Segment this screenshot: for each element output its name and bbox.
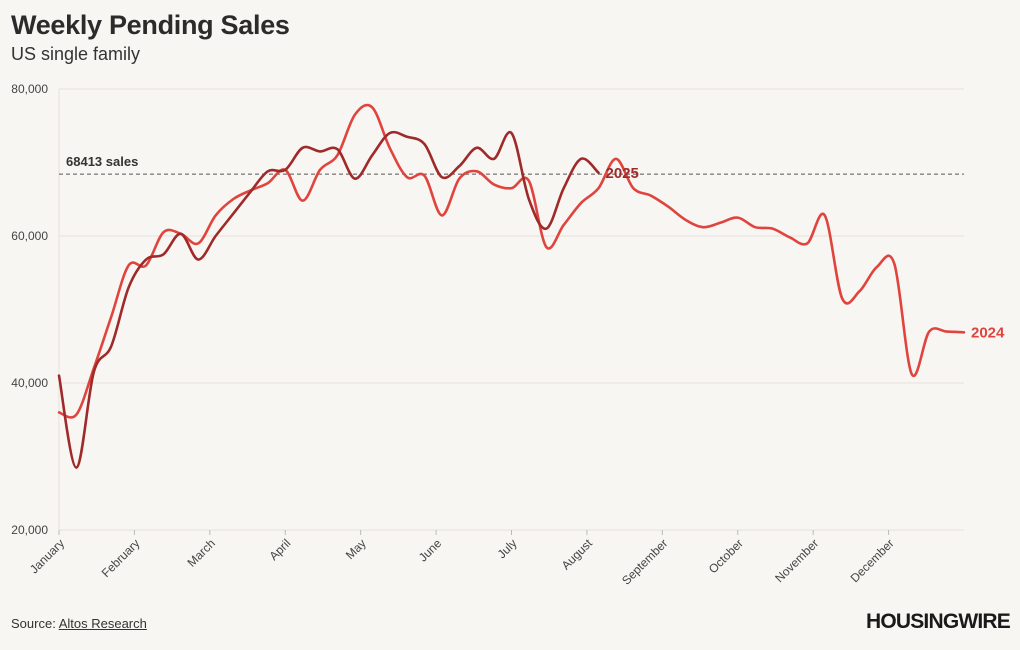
series-line-2024 (57, 103, 966, 419)
reference-line-label: 68413 sales (66, 154, 138, 169)
x-tick-label: February (99, 536, 143, 580)
x-tick-label: October (706, 536, 746, 576)
source-link[interactable]: Altos Research (58, 616, 147, 631)
gridlines (58, 88, 964, 531)
chart-title: Weekly Pending Sales (11, 10, 290, 40)
chart-subtitle: US single family (11, 44, 141, 64)
y-tick-label: 40,000 (11, 376, 48, 390)
x-tick-label: November (772, 536, 821, 585)
x-tick-label: August (559, 536, 596, 573)
series-lines (57, 103, 966, 469)
y-tick-label: 60,000 (11, 229, 48, 243)
series-label-2025: 2025 (606, 165, 639, 182)
y-tick-label: 80,000 (11, 82, 48, 96)
x-tick-label: April (266, 536, 293, 563)
source-label: Source: (11, 616, 56, 631)
x-tick-label: June (416, 536, 445, 565)
x-tick-label: March (184, 536, 217, 569)
series-end-labels: 2024 2025 (606, 165, 1006, 341)
series-line-2025 (57, 130, 600, 469)
series-label-2024: 2024 (971, 324, 1005, 341)
x-tick-label: July (495, 536, 520, 561)
y-tick-label: 20,000 (11, 523, 48, 537)
y-axis-ticks: 20,000 40,000 60,000 80,000 (11, 82, 48, 537)
source-note: Source: Altos Research (11, 616, 147, 631)
housingwire-logo: HOUSINGWIRE (865, 610, 1011, 633)
x-tick-label: May (343, 536, 369, 562)
reference-line-group: 68413 sales (59, 154, 964, 175)
x-tick-label: January (27, 536, 67, 576)
x-axis-ticks: January February March April May June July Augu… (27, 530, 897, 588)
x-tick-label: December (848, 536, 897, 585)
x-tick-label: September (619, 536, 670, 587)
